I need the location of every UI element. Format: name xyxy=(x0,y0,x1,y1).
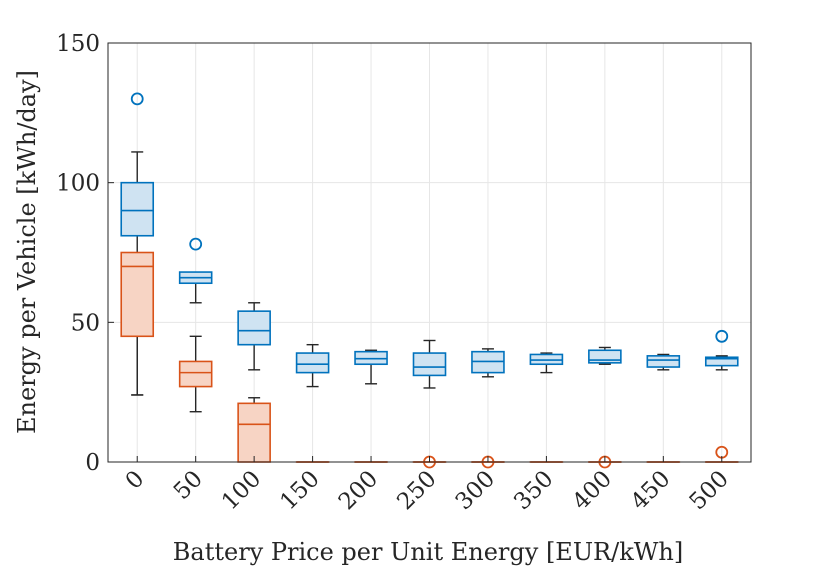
blue-box-150 xyxy=(295,343,330,388)
blue-box-500 xyxy=(704,329,739,371)
box xyxy=(178,360,213,388)
orange-box-100 xyxy=(237,397,271,463)
y-tick-label: 100 xyxy=(56,171,100,197)
y-tick-label: 50 xyxy=(71,310,100,336)
y-tick-label: 0 xyxy=(85,450,100,476)
box xyxy=(588,349,622,364)
x-tick-label: 400 xyxy=(568,466,617,515)
blue-box-450 xyxy=(646,353,681,371)
grid-layer xyxy=(108,42,751,463)
blue-box-100 xyxy=(237,302,271,371)
blue-box-400 xyxy=(588,346,622,365)
x-axis: 0 50 100 150 200 250 300 350 400 450 500 xyxy=(121,456,734,515)
x-tick-label: 300 xyxy=(451,466,500,515)
outlier-point xyxy=(715,329,729,343)
box xyxy=(237,310,271,346)
x-tick-label: 100 xyxy=(217,466,266,515)
box xyxy=(120,181,155,237)
blue-box-350 xyxy=(529,352,564,374)
x-axis-label: Battery Price per Unit Energy [EUR/kWh] xyxy=(173,538,683,566)
blue-box-300 xyxy=(471,348,505,378)
box xyxy=(295,352,330,374)
x-tick-label: 500 xyxy=(685,466,734,515)
orange-box-50 xyxy=(178,335,213,413)
y-axis-label: Energy per Vehicle [kWh/day] xyxy=(13,70,41,434)
x-tick-label: 0 xyxy=(121,466,150,495)
y-axis: 0 50 100 150 xyxy=(56,31,114,476)
orange-box-0 xyxy=(120,251,155,396)
outlier-point xyxy=(189,237,203,251)
outlier-point xyxy=(130,92,144,106)
box xyxy=(646,355,681,368)
blue-box-200 xyxy=(354,349,388,385)
x-tick-label: 250 xyxy=(392,466,441,515)
blue-box-50 xyxy=(178,237,213,304)
x-tick-label: 450 xyxy=(626,466,675,515)
x-tick-label: 350 xyxy=(509,466,558,515)
box xyxy=(120,251,155,338)
box xyxy=(237,402,271,463)
box xyxy=(704,356,739,367)
blue-box-250 xyxy=(412,339,447,389)
box xyxy=(412,352,447,377)
x-tick-label: 200 xyxy=(334,466,383,515)
x-tick-label: 50 xyxy=(169,466,208,505)
y-tick-label: 150 xyxy=(56,31,100,57)
x-tick-label: 150 xyxy=(275,466,324,515)
